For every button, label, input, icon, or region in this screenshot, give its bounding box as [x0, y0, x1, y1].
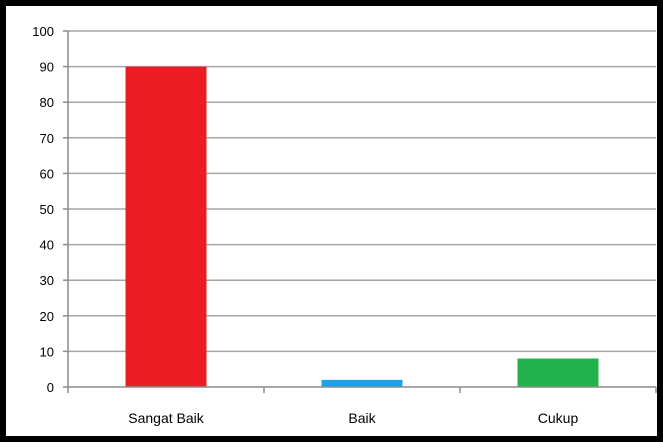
y-tick-label: 70: [40, 131, 54, 146]
y-tick-label: 100: [32, 24, 54, 39]
x-tick-label: Baik: [348, 410, 376, 426]
y-axis-ticks: 0 10 20 30 40 50 60 70 80 90 100: [32, 24, 54, 395]
y-tick-label: 40: [40, 238, 54, 253]
x-axis: [67, 386, 657, 393]
y-tick-label: 50: [40, 202, 54, 217]
bar-baik: [321, 379, 403, 387]
y-tick-label: 80: [40, 95, 54, 110]
x-axis-labels: Sangat Baik Baik Cukup: [128, 410, 578, 426]
y-tick-label: 10: [40, 344, 54, 359]
bars: [125, 66, 599, 387]
y-tick-label: 60: [40, 166, 54, 181]
y-tick-label: 90: [40, 60, 54, 75]
x-tick-label: Cukup: [538, 410, 579, 426]
y-tick-label: 20: [40, 309, 54, 324]
y-tick-label: 30: [40, 273, 54, 288]
y-tick-label: 0: [47, 380, 54, 395]
bar-cukup: [517, 358, 599, 387]
x-tick-label: Sangat Baik: [128, 410, 204, 426]
bar-sangat-baik: [125, 66, 207, 387]
